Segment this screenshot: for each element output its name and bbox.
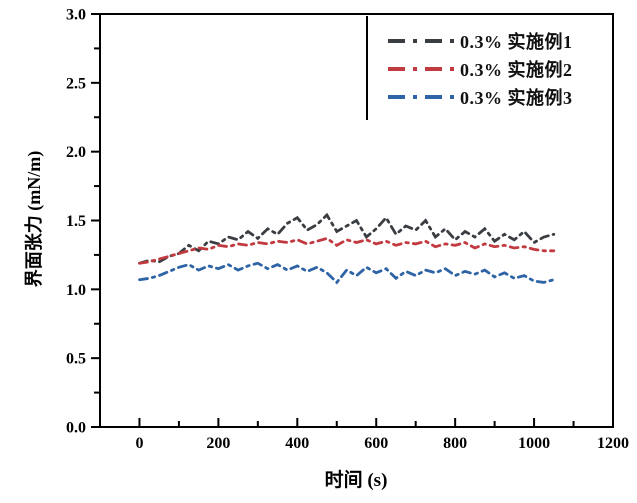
y-tick-label: 3.0	[66, 7, 86, 24]
x-tick-label: 1000	[518, 435, 550, 452]
x-tick-label: 800	[443, 435, 467, 452]
y-tick-label: 2.5	[66, 75, 86, 92]
legend-line-sample-series3	[388, 95, 454, 99]
y-tick-label: 0.5	[66, 351, 86, 368]
x-tick-label: 1200	[597, 435, 629, 452]
series-1-path	[138, 212, 556, 265]
series-3-path	[138, 261, 556, 285]
y-tick-label: 2.0	[66, 144, 86, 161]
x-tick-label: 0	[135, 435, 143, 452]
x-tick-label: 600	[364, 435, 388, 452]
legend: 0.3% 实施例1 0.3% 实施例2 0.3% 实施例3	[366, 16, 612, 120]
x-tick-label: 200	[206, 435, 230, 452]
x-tick-label: 400	[285, 435, 309, 452]
x-axis-title: 时间 (s)	[324, 470, 388, 491]
legend-row: 0.3% 实施例2	[368, 55, 612, 83]
legend-line-sample-series1	[388, 39, 454, 43]
legend-label-series1: 0.3% 实施例1	[460, 32, 573, 52]
series-2-path	[138, 236, 556, 265]
legend-line-sample-series2	[388, 67, 454, 71]
legend-label-series3: 0.3% 实施例3	[460, 88, 573, 108]
legend-row: 0.3% 实施例3	[368, 83, 612, 111]
legend-row: 0.3% 实施例1	[368, 27, 612, 55]
legend-label-series2: 0.3% 实施例2	[460, 60, 573, 80]
y-axis-title: 界面张力 (mN/m)	[24, 150, 44, 288]
y-tick-label: 1.5	[66, 213, 86, 230]
y-tick-label: 1.0	[66, 282, 86, 299]
y-tick-label: 0.0	[66, 420, 86, 437]
